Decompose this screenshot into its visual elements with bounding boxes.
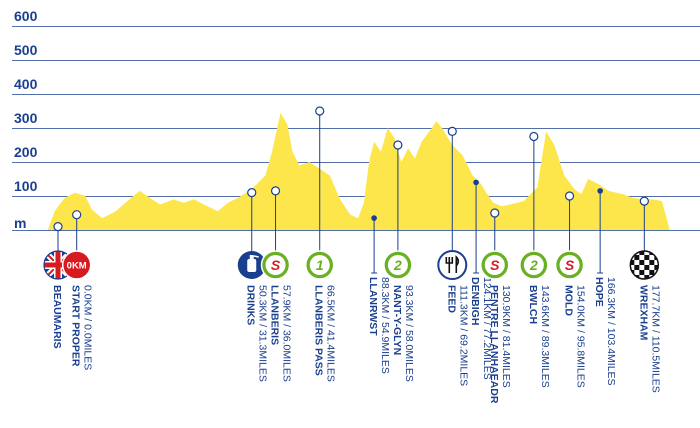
station-distance: 154.0KM / 95.8MILES bbox=[575, 285, 587, 388]
station-name: MOLD bbox=[563, 285, 575, 316]
svg-text:1: 1 bbox=[316, 257, 324, 273]
station-marker bbox=[393, 140, 403, 150]
station-name: START PROPER bbox=[70, 285, 82, 367]
station-name: FEED bbox=[445, 285, 457, 313]
climb-1-icon: 1 bbox=[304, 250, 335, 280]
station-marker bbox=[490, 208, 500, 218]
svg-text:S: S bbox=[565, 257, 575, 273]
station-nant-y-glyn: 2 NANT-Y-GLYN 93.3KM / 58.0MILES bbox=[383, 140, 415, 382]
station-feed: FEED 111.3KM / 69.2MILES bbox=[437, 126, 469, 386]
station-llanberis-pass: 1 LLANBERIS PASS 66.5KM / 41.4MILES bbox=[304, 106, 337, 382]
y-axis-labels: 100 200 300 400 500 600 bbox=[14, 8, 38, 194]
station-distance: 88.3KM / 54.9MILES bbox=[379, 277, 391, 374]
station-distance: 166.3KM / 103.4MILES bbox=[605, 277, 617, 386]
climb-2-icon: 2 bbox=[383, 250, 413, 280]
station-drinks: DRINKS 50.3KM / 31.3MILES bbox=[237, 188, 269, 382]
station-start-proper: 0KM START PROPER 0.0KM / 0.0MILES bbox=[61, 210, 94, 370]
station-hope: HOPE 166.3KM / 103.4MILES bbox=[593, 188, 617, 386]
climb-2-icon: 2 bbox=[519, 250, 549, 280]
station-distance: 124.1KM / 77.2MILES bbox=[481, 277, 493, 380]
y-tick-label: 100 bbox=[14, 178, 38, 194]
finish-checkered-icon bbox=[629, 250, 660, 280]
station-llanrwst: LLANRWST 88.3KM / 54.9MILES bbox=[367, 215, 391, 374]
station-distance: 0.0KM / 0.0MILES bbox=[82, 285, 94, 370]
svg-text:S: S bbox=[271, 257, 281, 273]
station-name: LLANRWST bbox=[367, 277, 379, 336]
station-marker bbox=[315, 106, 325, 116]
feed-cutlery-icon bbox=[437, 250, 468, 280]
y-tick-label: 400 bbox=[14, 76, 38, 92]
station-distance: 66.5KM / 41.4MILES bbox=[325, 285, 337, 382]
station-name: BEAUMARIS bbox=[51, 285, 63, 349]
svg-text:2: 2 bbox=[529, 257, 538, 273]
sprint-s-icon: S bbox=[554, 250, 585, 280]
start-badge-icon: 0KM bbox=[61, 250, 92, 280]
station-name: DRINKS bbox=[245, 285, 257, 325]
elevation-profile-area bbox=[47, 112, 670, 230]
station-llanberis: S LLANBERIS 57.9KM / 36.0MILES bbox=[260, 186, 293, 382]
station-name: WREXHAM bbox=[637, 285, 649, 341]
station-beaumaris: BEAUMARIS bbox=[43, 222, 73, 349]
station-name: HOPE bbox=[593, 277, 605, 307]
station-name: LLANBERIS bbox=[269, 285, 281, 345]
svg-text:2: 2 bbox=[393, 257, 402, 273]
station-distance: 177.7KM / 110.5MILES bbox=[649, 285, 661, 393]
station-marker bbox=[247, 188, 257, 198]
station-marker bbox=[72, 210, 82, 220]
svg-text:0KM: 0KM bbox=[67, 261, 87, 272]
svg-text:S: S bbox=[490, 257, 500, 273]
station-wrexham: WREXHAM 177.7KM / 110.5MILES bbox=[629, 196, 661, 393]
y-tick-label: 600 bbox=[14, 8, 38, 24]
station-marker bbox=[270, 186, 281, 196]
station-distance: 57.9KM / 36.0MILES bbox=[281, 285, 293, 382]
sprint-s-icon: S bbox=[480, 250, 510, 280]
station-marker bbox=[53, 222, 63, 232]
y-tick-label: 300 bbox=[14, 110, 38, 126]
station-name: NANT-Y-GLYN bbox=[391, 285, 403, 355]
station-marker bbox=[529, 131, 539, 142]
stations-layer: BEAUMARIS 0KM START PROPER 0.0KM / 0.0MILES… bbox=[43, 106, 661, 404]
y-tick-label: 200 bbox=[14, 144, 38, 160]
y-tick-label: 500 bbox=[14, 42, 38, 58]
drinks-bottle-icon bbox=[237, 251, 266, 279]
station-name: DENBIGH bbox=[469, 277, 481, 325]
station-name: PENTRE LLANHAEADR bbox=[488, 285, 500, 404]
station-distance: 93.3KM / 58.0MILES bbox=[403, 285, 415, 382]
station-denbigh: DENBIGH 124.1KM / 77.2MILES bbox=[469, 179, 493, 380]
station-distance: 50.3KM / 31.3MILES bbox=[257, 285, 269, 382]
station-marker bbox=[564, 191, 575, 201]
y-axis-unit-label: m bbox=[14, 215, 26, 231]
grid-lines bbox=[12, 26, 700, 231]
station-pentre-llanhaeadr: S PENTRE LLANHAEADR 130.9KM / 81.4MILES bbox=[480, 208, 512, 404]
station-bwlch: 2 BWLCH 143.6KM / 89.3MILES bbox=[519, 131, 551, 388]
station-marker bbox=[371, 215, 377, 221]
station-distance: 143.6KM / 89.3MILES bbox=[539, 285, 551, 388]
station-distance: 111.3KM / 69.2MILES bbox=[457, 285, 469, 386]
station-name: BWLCH bbox=[527, 285, 539, 324]
station-marker bbox=[473, 179, 479, 186]
station-name: LLANBERIS PASS bbox=[313, 285, 325, 376]
station-marker bbox=[447, 126, 457, 136]
station-marker bbox=[639, 196, 649, 206]
sprint-s-icon: S bbox=[260, 250, 291, 280]
station-marker bbox=[597, 188, 603, 194]
station-mold: S MOLD 154.0KM / 95.8MILES bbox=[554, 191, 587, 388]
station-distance: 130.9KM / 81.4MILES bbox=[500, 285, 512, 388]
